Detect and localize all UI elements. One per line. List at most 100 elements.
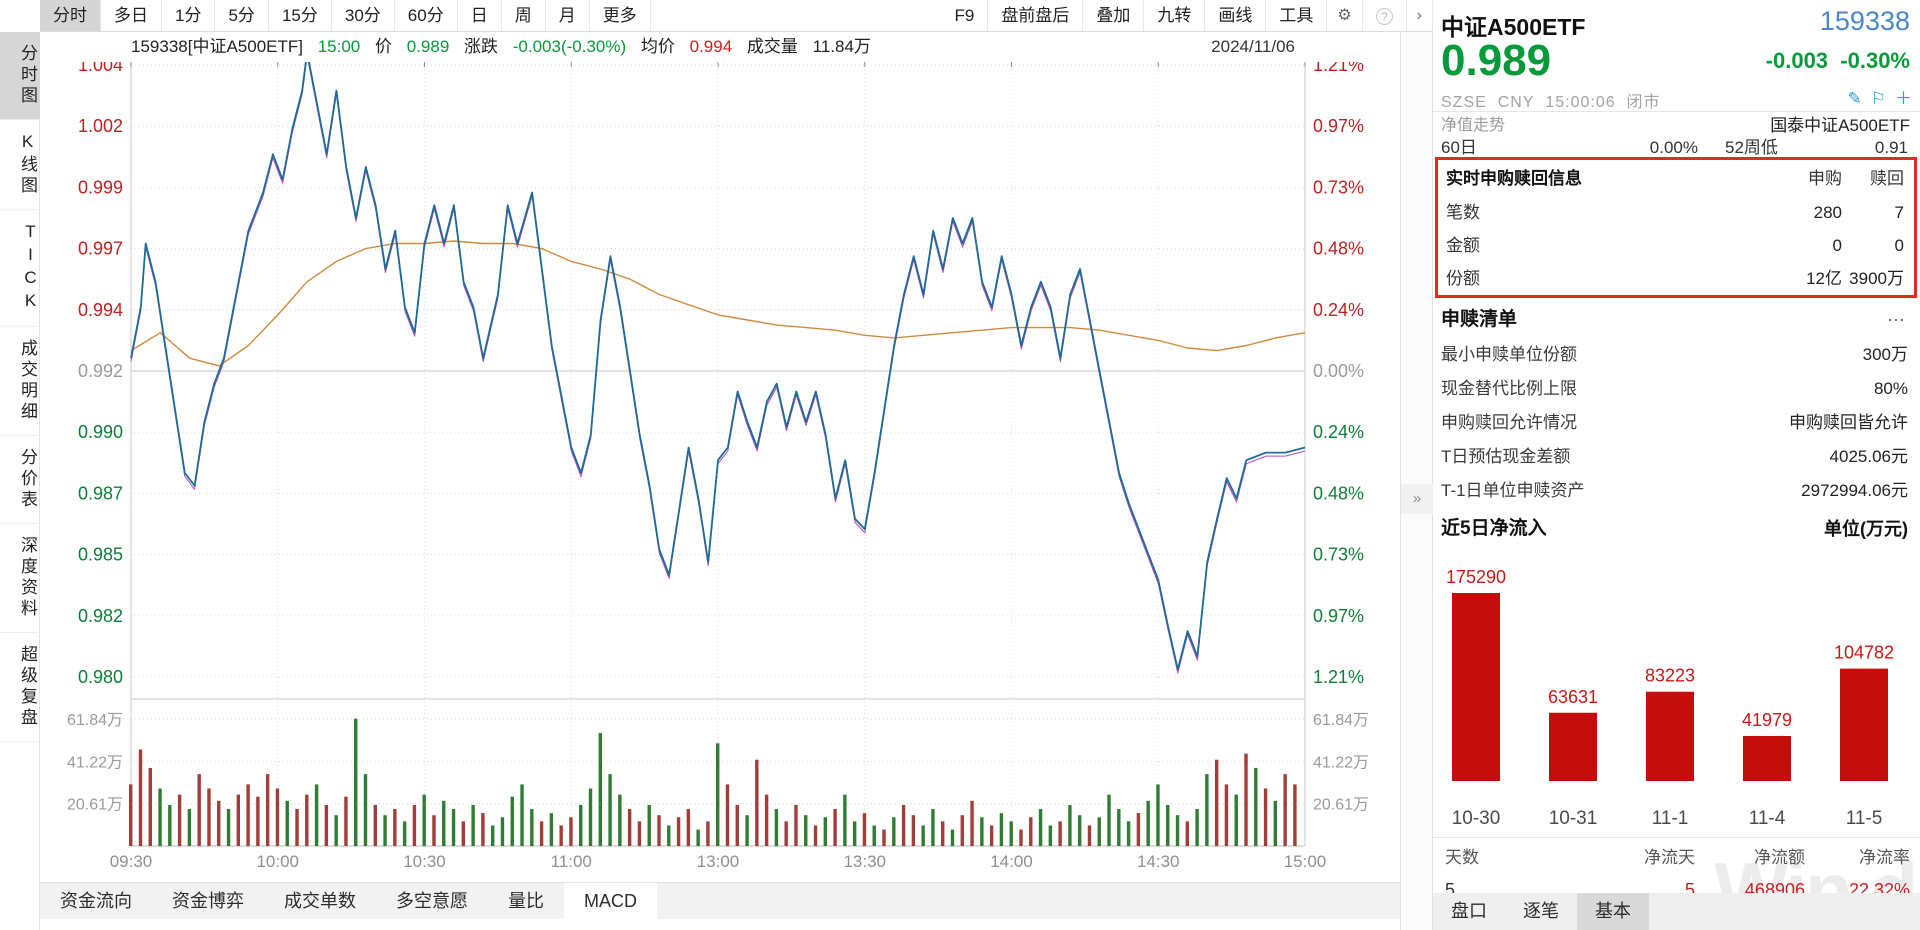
x-axis-label: 10:00 xyxy=(256,852,299,871)
tab-基本[interactable]: 基本 xyxy=(1577,893,1649,930)
volume-axis-left-label: 41.22万 xyxy=(67,754,123,771)
tab-多空意愿[interactable]: 多空意愿 xyxy=(396,891,468,911)
y-axis-right-label: 1.21% xyxy=(1313,62,1364,75)
tab-MACD[interactable]: MACD xyxy=(564,883,657,919)
list-row-T-1日单位申赎资产: T-1日单位申赎资产 2972994.06元 xyxy=(1441,481,1908,500)
info-change: -0.003(-0.30%) xyxy=(512,37,627,56)
y-axis-right-label: 0.48% xyxy=(1313,483,1364,503)
nav-trend-row[interactable]: 净值走势 国泰中证A500ETF xyxy=(1433,113,1920,138)
topbar-item-30分[interactable]: 30分 xyxy=(332,0,395,31)
panel-divider: » xyxy=(1400,32,1433,930)
volume-axis-right-label: 20.61万 xyxy=(1313,797,1369,814)
netflow-header: 近5日净流入 单位(万元) xyxy=(1441,518,1908,539)
sidebar-item-深度资料[interactable]: 深度资料 xyxy=(0,524,40,633)
y-axis-right-label: 0.24% xyxy=(1313,300,1364,320)
topbar-item-九转[interactable]: 九转 xyxy=(1144,0,1206,31)
sidebar-item-分价表[interactable]: 分价表 xyxy=(0,436,40,524)
edit-icon[interactable]: ✎ xyxy=(1847,89,1862,108)
tab-量比[interactable]: 量比 xyxy=(508,891,544,911)
info-avg: 0.994 xyxy=(689,37,733,56)
info-change-label: 涨跌 xyxy=(464,37,499,56)
x-axis-label: 11:00 xyxy=(551,852,592,871)
topbar-item-画线[interactable]: 画线 xyxy=(1205,0,1267,31)
tab-成交单数[interactable]: 成交单数 xyxy=(284,891,356,911)
tab-资金博弈[interactable]: 资金博弈 xyxy=(172,891,244,911)
expand-panel-icon[interactable]: » xyxy=(1401,484,1433,514)
info-avg-label: 均价 xyxy=(640,37,675,56)
y-axis-left-label: 0.999 xyxy=(78,177,123,197)
more-icon[interactable]: ⋯ xyxy=(1887,310,1906,330)
realtime-row-份额: 份额 12亿 3900万 xyxy=(1446,269,1904,288)
topbar-item-15分[interactable]: 15分 xyxy=(269,0,332,31)
right-quote-panel: Win.d 中证A500ETF 159338 0.989 -0.003 -0.3… xyxy=(1433,0,1920,930)
netflow-bar-chart: 175290 10-30 63631 10-31 83223 11-1 41979 11-4 1… xyxy=(1446,567,1894,829)
topbar-item-分时[interactable]: 分时 xyxy=(40,0,101,31)
quote-action-icons: ✎ ⚐ ＋ xyxy=(1839,84,1913,109)
sidebar-item-成交明细[interactable]: 成交明细 xyxy=(0,327,40,436)
topbar-item-更多[interactable]: 更多 xyxy=(590,0,651,31)
realtime-box-header: 实时申购赎回信息 申购 赎回 xyxy=(1446,169,1904,188)
topbar-item-60分[interactable]: 60分 xyxy=(395,0,458,31)
sidebar-item-分时图[interactable]: 分时图 xyxy=(0,32,40,120)
sidebar-item-TICK[interactable]: TICK xyxy=(0,210,40,327)
list-row-现金替代比例上限: 现金替代比例上限 80% xyxy=(1441,379,1908,398)
netflow-stats-headers: 天数 净流天 净流额 净流率 xyxy=(1433,845,1920,871)
netflow-category-label: 10-31 xyxy=(1549,808,1598,829)
topbar-item-多日[interactable]: 多日 xyxy=(101,0,162,31)
info-price: 0.989 xyxy=(406,37,450,56)
y-axis-right-label: 0.73% xyxy=(1313,177,1364,197)
security-code: 159338 xyxy=(1819,6,1910,36)
topbar-item-工具[interactable]: 工具 xyxy=(1266,0,1328,31)
y-axis-left-label: 0.992 xyxy=(78,361,123,381)
collapse-handle-icon[interactable]: ︿ xyxy=(713,922,727,930)
y-axis-left-label: 0.980 xyxy=(78,667,123,687)
security-name: 中证A500ETF xyxy=(1441,14,1586,40)
topbar-item-1分[interactable]: 1分 xyxy=(162,0,216,31)
avg-price-line xyxy=(130,240,1306,367)
sidebar-item-超级复盘[interactable]: 超级复盘 xyxy=(0,633,40,742)
expand-icon[interactable]: › xyxy=(1407,0,1433,31)
help-icon[interactable]: ? xyxy=(1363,0,1407,31)
nav-trend-label: 净值走势 xyxy=(1441,117,1506,134)
alert-bell-icon[interactable]: ⚐ xyxy=(1870,89,1886,108)
y-axis-right-label: 0.97% xyxy=(1313,606,1364,626)
topbar-item-F9[interactable]: F9 xyxy=(941,0,989,31)
indicator-tab-bar: 资金流向 资金博弈 成交单数 多空意愿 量比 MACD xyxy=(40,882,1400,919)
last-price: 0.989 xyxy=(1441,36,1552,85)
netflow-bar-value: 83223 xyxy=(1645,666,1695,686)
gear-icon[interactable]: ⚙ xyxy=(1327,0,1363,31)
topbar-item-5分[interactable]: 5分 xyxy=(215,0,269,31)
tab-逐笔[interactable]: 逐笔 xyxy=(1523,901,1559,921)
x-axis-label: 09:30 xyxy=(110,852,153,871)
x-axis-label: 13:30 xyxy=(843,852,886,871)
stats-header-天数: 天数 xyxy=(1445,848,1479,867)
info-vol: 11.84万 xyxy=(812,37,871,56)
y-axis-left-label: 0.982 xyxy=(78,606,123,626)
x-axis-label: 14:00 xyxy=(990,852,1033,871)
y-axis-right-label: 0.24% xyxy=(1313,422,1364,442)
topbar-item-月[interactable]: 月 xyxy=(546,0,590,31)
x-axis-label: 13:00 xyxy=(697,852,740,871)
topbar-item-周[interactable]: 周 xyxy=(502,0,546,31)
shenshu-list-header: 申赎清单 ⋯ xyxy=(1433,304,1920,336)
netflow-category-label: 11-4 xyxy=(1749,808,1786,829)
list-row-申购赎回允许情况: 申购赎回允许情况 申购赎回皆允许 xyxy=(1441,413,1908,432)
topbar-item-日[interactable]: 日 xyxy=(458,0,502,31)
topbar-item-盘前盘后[interactable]: 盘前盘后 xyxy=(988,0,1084,31)
left-sidebar: 分时图 K线图 TICK 成交明细 分价表 深度资料 超级复盘 xyxy=(0,32,40,930)
info-vol-label: 成交量 xyxy=(746,37,798,56)
netflow-bar-value: 41979 xyxy=(1742,710,1792,730)
topbar-item-叠加[interactable]: 叠加 xyxy=(1083,0,1145,31)
intraday-chart[interactable]: 1.004 1.21% 1.002 0.97% 0.999 0.73% 0.997 0.48%… xyxy=(40,62,1400,880)
volume-axis-right-label: 61.84万 xyxy=(1313,712,1369,729)
sidebar-item-K线图[interactable]: K线图 xyxy=(0,120,40,210)
netflow-bar-value: 104782 xyxy=(1834,643,1894,663)
tab-盘口[interactable]: 盘口 xyxy=(1451,901,1487,921)
y-axis-right-label: 1.21% xyxy=(1313,667,1364,687)
info-date: 2024/11/06 xyxy=(1211,37,1295,56)
tab-资金流向[interactable]: 资金流向 xyxy=(60,891,132,911)
netflow-category-label: 11-1 xyxy=(1652,808,1689,829)
add-icon[interactable]: ＋ xyxy=(1895,89,1912,108)
help-icon-glyph: ? xyxy=(1375,8,1393,25)
